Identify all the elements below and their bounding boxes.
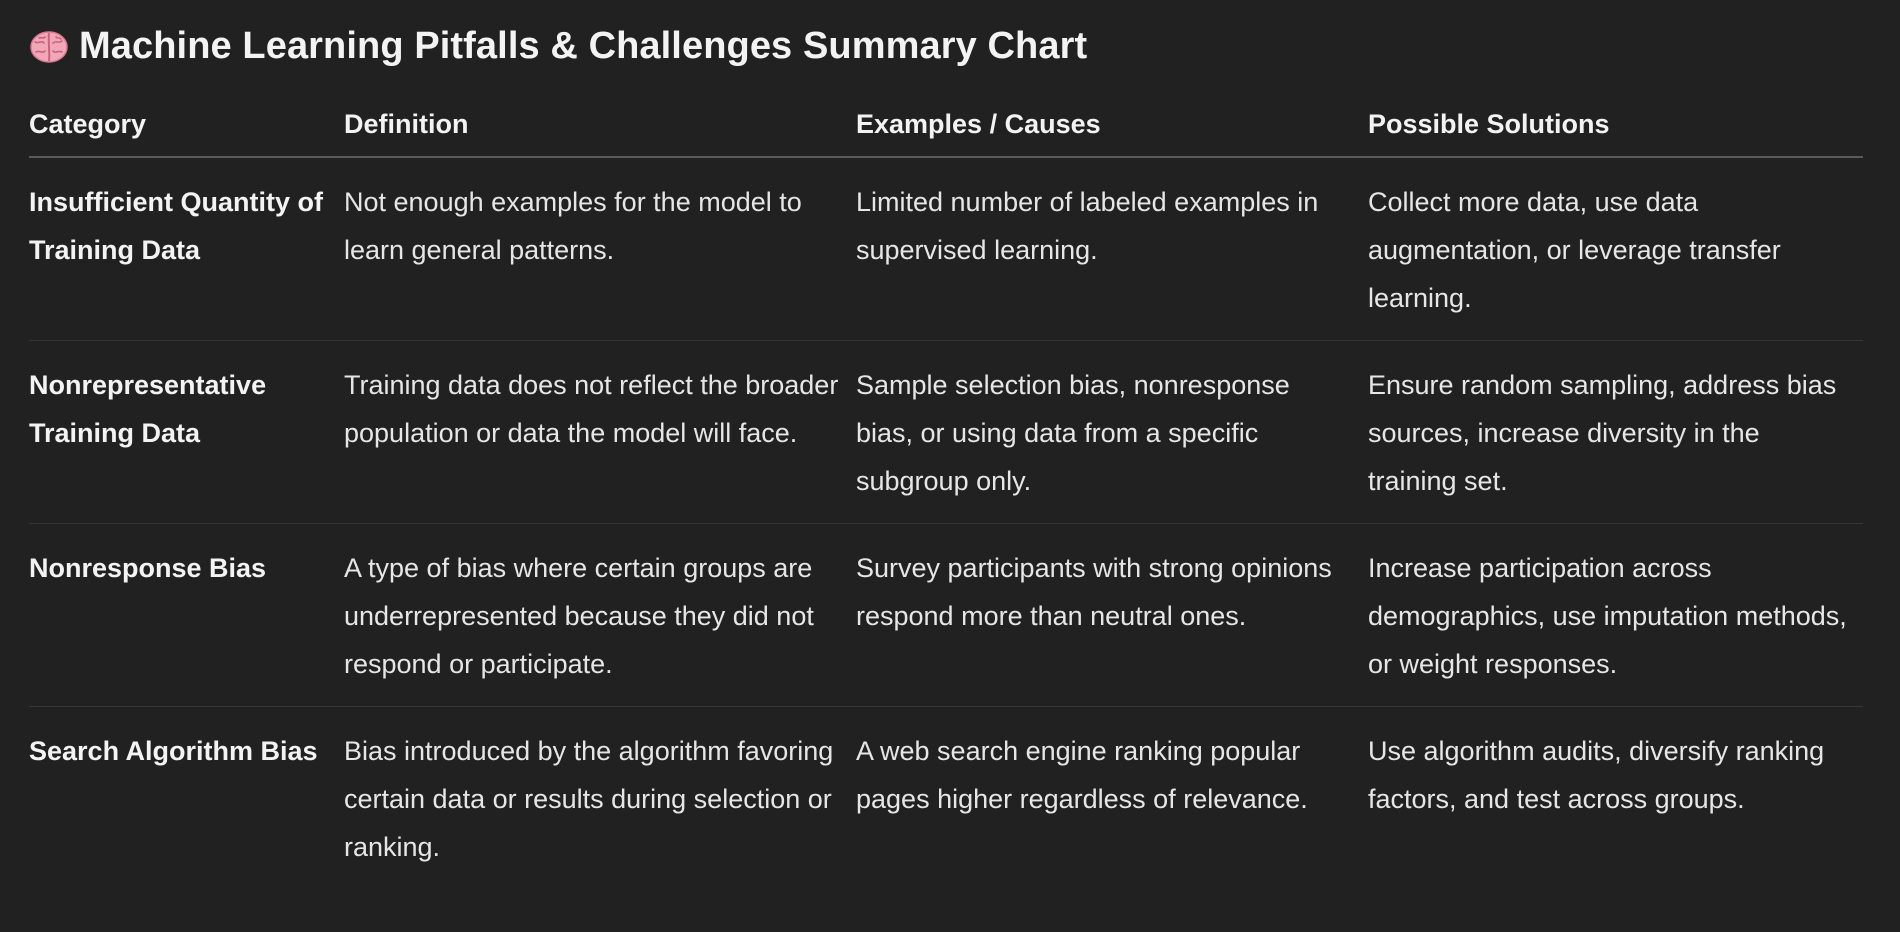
- row-category: Search Algorithm Bias: [29, 736, 318, 766]
- summary-table: Category Definition Examples / Causes Po…: [29, 92, 1863, 889]
- header-solutions: Possible Solutions: [1368, 92, 1863, 158]
- table-row: Nonresponse Bias A type of bias where ce…: [29, 523, 1863, 707]
- brain-icon: [29, 26, 69, 66]
- row-solutions: Increase participation across demographi…: [1368, 523, 1863, 707]
- row-definition: Training data does not reflect the broad…: [344, 340, 856, 524]
- table-row: Search Algorithm Bias Bias introduced by…: [29, 707, 1863, 890]
- row-category: Insufficient Quantity of Training Data: [29, 157, 344, 341]
- header-definition: Definition: [344, 92, 856, 158]
- row-examples: Limited number of labeled examples in su…: [856, 157, 1368, 341]
- header-category: Category: [29, 92, 344, 158]
- page-title: Machine Learning Pitfalls & Challenges S…: [29, 0, 1871, 92]
- table-header-row: Category Definition Examples / Causes Po…: [29, 92, 1863, 158]
- row-solutions: Use algorithm audits, diversify ranking …: [1368, 736, 1825, 814]
- header-examples: Examples / Causes: [856, 92, 1368, 158]
- row-examples: Survey participants with strong opinions…: [856, 523, 1368, 707]
- row-category: Nonresponse Bias: [29, 523, 344, 707]
- page-title-text: Machine Learning Pitfalls & Challenges S…: [79, 24, 1088, 67]
- row-solutions: Ensure random sampling, address bias sou…: [1368, 340, 1863, 524]
- row-category: Nonrepresentative Training Data: [29, 340, 344, 524]
- row-definition: A type of bias where certain groups are …: [344, 523, 856, 707]
- row-definition: Not enough examples for the model to lea…: [344, 157, 856, 341]
- row-examples: A web search engine ranking popular page…: [856, 736, 1308, 814]
- row-solutions: Collect more data, use data augmentation…: [1368, 157, 1863, 341]
- table-row: Insufficient Quantity of Training Data N…: [29, 157, 1863, 341]
- row-examples: Sample selection bias, nonresponse bias,…: [856, 340, 1368, 524]
- row-definition: Bias introduced by the algorithm favorin…: [344, 736, 834, 862]
- table-row: Nonrepresentative Training Data Training…: [29, 340, 1863, 524]
